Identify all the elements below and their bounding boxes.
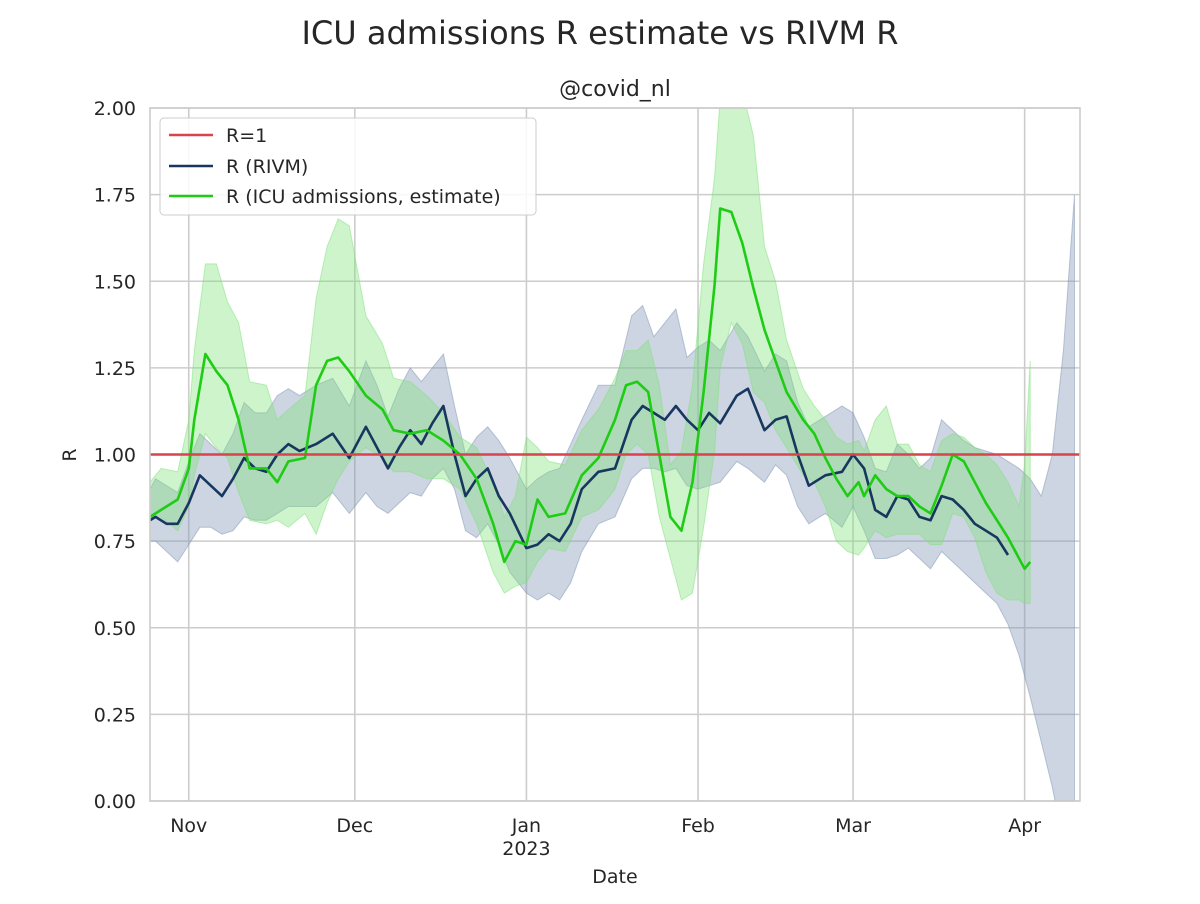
y-tick-label: 1.50 [94, 271, 136, 293]
y-tick-label: 0.50 [94, 618, 136, 640]
legend-label-rivm: R (RIVM) [226, 156, 308, 178]
y-tick-label: 0.75 [94, 531, 136, 553]
legend: R=1 R (RIVM) R (ICU admissions, estimate… [159, 117, 537, 216]
y-tick-label: 2.00 [94, 98, 136, 120]
confidence-band-rivm [150, 194, 1075, 801]
plot-frame [149, 107, 1081, 802]
x-tick-label: Apr [1008, 815, 1041, 837]
axes: 0.00 0.25 0.50 0.75 1.00 1.25 1.50 1.75 2.00 Nov D… [94, 98, 1081, 860]
y-tick-label: 1.75 [94, 185, 136, 207]
x-tick-sublabel: 2023 [502, 838, 550, 860]
x-tick-label: Jan [511, 815, 541, 837]
y-tick-label: 0.25 [94, 704, 136, 726]
y-tick-label: 1.25 [94, 358, 136, 380]
confidence-bands [150, 108, 1075, 801]
legend-label-reference: R=1 [226, 125, 267, 147]
legend-label-icu: R (ICU admissions, estimate) [226, 186, 501, 208]
confidence-band-icu [150, 108, 1031, 604]
x-tick-label: Nov [170, 815, 207, 837]
x-tick-label: Feb [681, 815, 715, 837]
x-tick-label: Mar [835, 815, 871, 837]
x-tick-label: Dec [336, 815, 373, 837]
y-tick-label: 0.00 [94, 791, 136, 813]
x-axis-label: Date [592, 866, 637, 888]
chart-subtitle: @covid_nl [559, 77, 671, 102]
series-line-icu [150, 207, 1032, 571]
legend-box [159, 117, 537, 216]
y-tick-label: 1.00 [94, 445, 136, 467]
y-axis-label: R [59, 448, 81, 461]
chart-title: ICU admissions R estimate vs RIVM R [301, 14, 898, 52]
